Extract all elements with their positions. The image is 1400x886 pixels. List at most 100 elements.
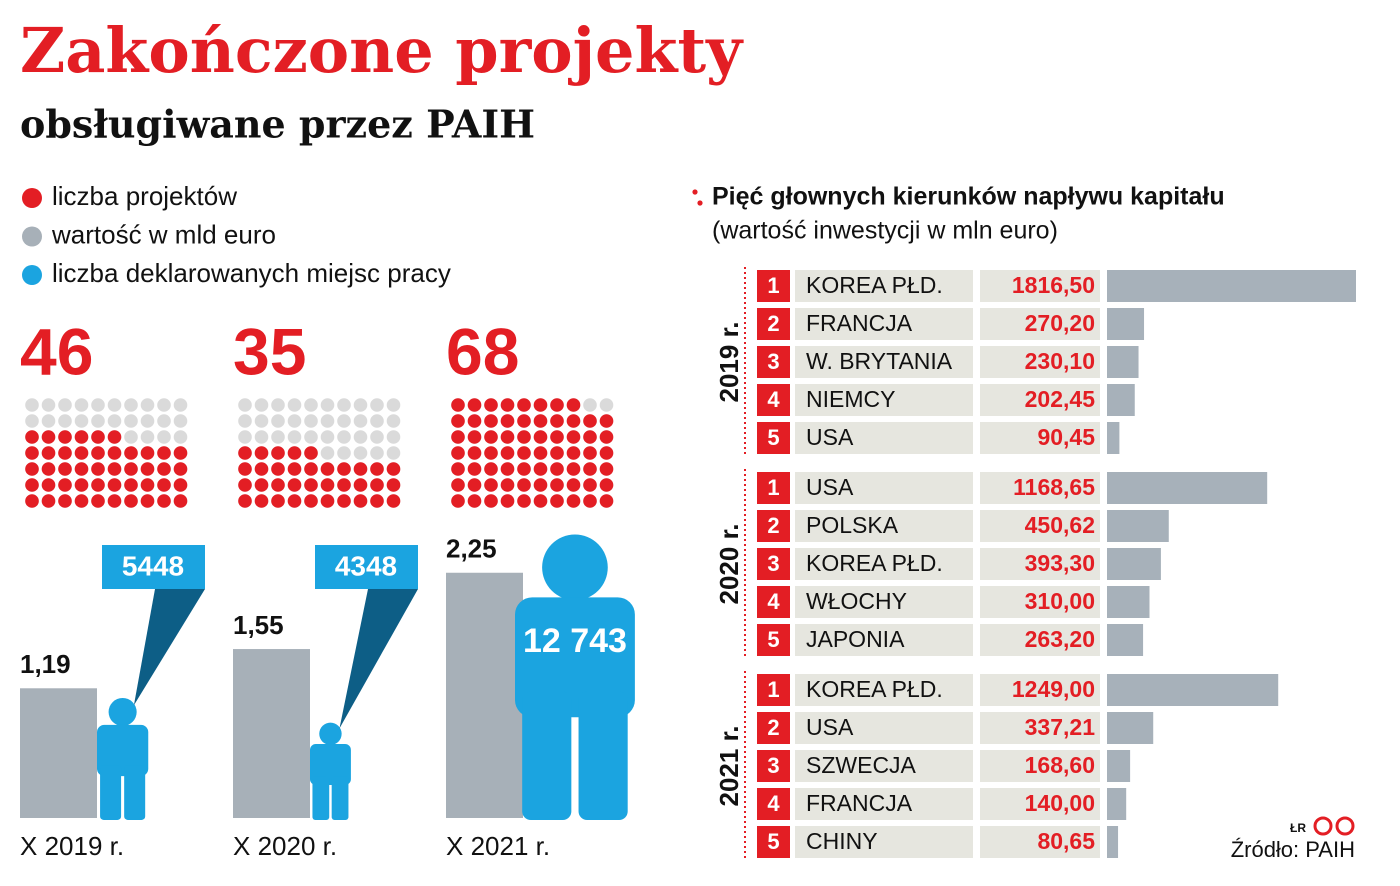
person	[515, 534, 635, 820]
dot	[107, 446, 122, 460]
dot	[566, 478, 581, 492]
rank-box	[757, 750, 790, 782]
rank: 2	[767, 513, 779, 538]
person-leg	[100, 765, 122, 820]
dot-slot	[41, 398, 56, 412]
name-cell	[795, 308, 973, 340]
dot	[599, 446, 614, 460]
value-label: 450,62	[1025, 512, 1095, 538]
value-cell	[980, 422, 1100, 454]
country: POLSKA	[806, 512, 899, 538]
panel-title: Pięć głownych kierunków napływu kapitału	[712, 183, 1225, 211]
dot	[451, 462, 465, 476]
name-cell	[795, 674, 973, 706]
dot	[74, 446, 89, 460]
dot	[566, 462, 581, 476]
legend-swatch	[22, 188, 42, 208]
dot	[353, 462, 368, 476]
name-cell	[795, 510, 973, 542]
dot-slot	[238, 430, 252, 444]
dot-slot	[353, 446, 368, 460]
value-cell	[980, 472, 1100, 504]
country: USA	[806, 714, 854, 740]
callout-pointer	[133, 589, 205, 706]
value-label: 202,45	[1025, 386, 1096, 412]
value-label: 80,65	[1037, 828, 1095, 854]
dot	[353, 478, 368, 492]
dot	[107, 462, 122, 476]
dot	[353, 494, 368, 508]
dot	[91, 446, 105, 460]
dot	[500, 462, 515, 476]
dot	[500, 398, 515, 412]
title-marker	[697, 200, 703, 206]
logo	[1313, 816, 1333, 836]
country: KOREA PŁD.	[806, 550, 943, 576]
name-cell	[795, 788, 973, 820]
dot	[287, 478, 302, 492]
dot	[304, 478, 318, 492]
dot	[238, 446, 252, 460]
rank: 3	[767, 551, 779, 576]
dot	[124, 494, 138, 508]
dot	[599, 462, 614, 476]
dot	[484, 462, 498, 476]
dot	[337, 478, 351, 492]
dot	[58, 446, 72, 460]
dot-slot	[107, 414, 122, 428]
dot	[583, 446, 597, 460]
dot	[484, 494, 498, 508]
dot	[58, 462, 72, 476]
dot-slot	[91, 398, 105, 412]
dot	[370, 462, 384, 476]
rank-box	[757, 270, 790, 302]
dot	[140, 494, 155, 508]
value-cell	[980, 712, 1100, 744]
dot-slot	[140, 430, 155, 444]
dot	[533, 462, 548, 476]
dot	[467, 494, 482, 508]
value-cell	[980, 788, 1100, 820]
dot	[533, 478, 548, 492]
dot	[173, 446, 188, 460]
country: FRANCJA	[806, 790, 913, 816]
dot	[583, 414, 597, 428]
legend-swatch	[22, 265, 42, 285]
project-count: 35	[233, 314, 306, 388]
dot	[254, 446, 269, 460]
dot-slot	[254, 414, 269, 428]
value-label: 1168,65	[1013, 474, 1095, 500]
project-dots	[238, 446, 401, 508]
dot-slot	[386, 430, 401, 444]
dot-slot	[370, 414, 384, 428]
x-label: X 2019 r.	[20, 831, 124, 861]
dot-slot	[271, 398, 285, 412]
project-dots	[451, 398, 614, 508]
dot	[467, 414, 482, 428]
dot	[107, 494, 122, 508]
group-label: 2021 r.	[714, 726, 744, 807]
rank: 5	[767, 627, 779, 652]
bar	[1107, 346, 1139, 378]
dot-slot	[599, 398, 614, 412]
name-cell	[795, 826, 973, 858]
dot	[41, 430, 56, 444]
rank-box	[757, 788, 790, 820]
dot	[533, 430, 548, 444]
name-cell	[795, 472, 973, 504]
person-body	[97, 724, 149, 777]
dot	[25, 494, 39, 508]
dot-slot	[271, 414, 285, 428]
dot-slot	[74, 398, 89, 412]
dot	[599, 414, 614, 428]
country: JAPONIA	[806, 626, 905, 652]
value-cell	[980, 308, 1100, 340]
rank: 4	[767, 589, 780, 614]
value-label: 140,00	[1025, 790, 1095, 816]
dot	[467, 430, 482, 444]
rank: 1	[767, 677, 779, 702]
dot-slot	[304, 430, 318, 444]
bar	[1107, 422, 1120, 454]
dot	[173, 478, 188, 492]
